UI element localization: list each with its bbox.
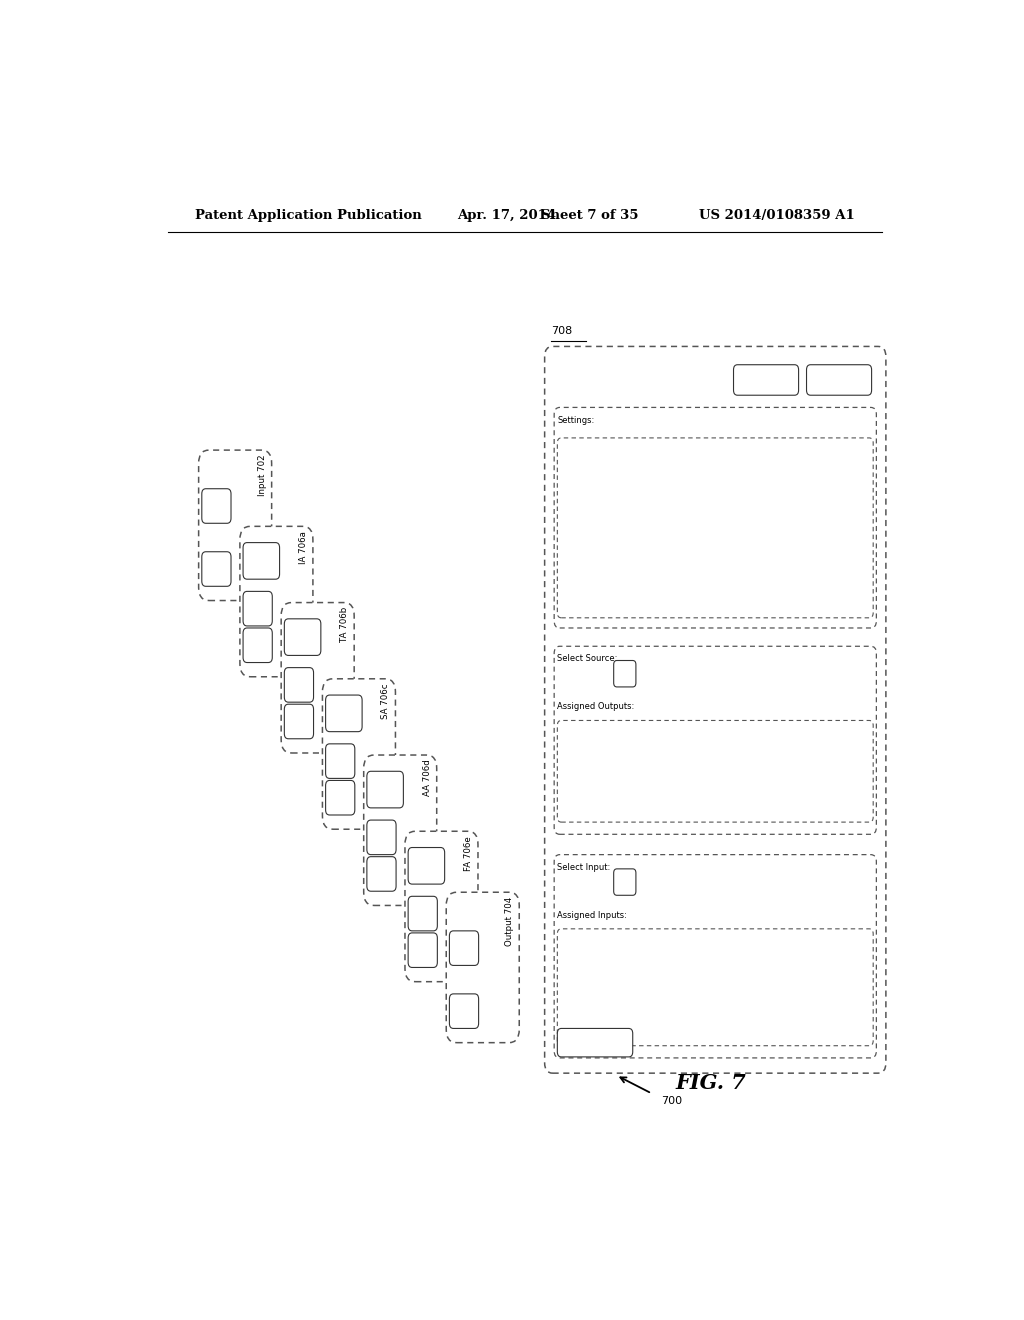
Text: Assigned Outputs:: Assigned Outputs: [557,702,635,711]
Text: Add: Add [213,562,219,576]
Text: Add: Add [337,791,343,804]
Text: IA 706a: IA 706a [299,531,308,564]
Text: Add: Add [461,1005,467,1018]
Text: ↕: ↕ [436,862,443,870]
FancyBboxPatch shape [240,527,313,677]
Text: Select Input:: Select Input: [557,863,610,871]
Text: FIG. 7: FIG. 7 [676,1073,746,1093]
Text: ↕: ↕ [353,709,360,718]
Text: Search Tags: Search Tags [572,1038,617,1047]
FancyBboxPatch shape [202,488,231,523]
FancyBboxPatch shape [554,647,877,834]
Text: Input 702: Input 702 [258,454,266,496]
Text: SA 706c: SA 706c [381,684,390,719]
Text: Name: Name [213,496,219,516]
Text: Name: Name [461,939,467,958]
Text: ↕: ↕ [395,785,401,795]
Text: Threshold: Threshold [256,544,262,577]
Text: Name: Name [255,599,261,619]
FancyBboxPatch shape [326,696,362,731]
FancyBboxPatch shape [613,660,636,686]
FancyBboxPatch shape [243,591,272,626]
FancyBboxPatch shape [202,552,231,586]
FancyBboxPatch shape [557,438,873,618]
Text: ↕: ↕ [622,669,629,678]
Text: Threshold: Threshold [339,697,345,730]
FancyBboxPatch shape [199,450,271,601]
Text: ↕: ↕ [312,632,319,642]
Text: Add: Add [379,867,384,880]
Text: Apr. 17, 2014: Apr. 17, 2014 [458,209,556,222]
Text: FA 706e: FA 706e [464,836,473,870]
FancyBboxPatch shape [285,619,321,656]
Text: TA 706b: TA 706b [340,607,349,643]
Text: Patent Application Publication: Patent Application Publication [196,209,422,222]
Text: ↕: ↕ [622,878,629,887]
Text: Name: Name [379,828,384,847]
FancyBboxPatch shape [326,744,354,779]
FancyBboxPatch shape [446,892,519,1043]
Text: Output 704: Output 704 [505,896,514,946]
FancyBboxPatch shape [367,820,396,854]
FancyBboxPatch shape [404,832,478,982]
FancyBboxPatch shape [733,364,799,395]
Text: US 2014/0108359 A1: US 2014/0108359 A1 [699,209,855,222]
Text: AA 706d: AA 706d [423,759,432,796]
FancyBboxPatch shape [557,1028,633,1057]
Text: Name: Name [337,751,343,771]
FancyBboxPatch shape [409,896,437,931]
FancyBboxPatch shape [326,780,354,814]
FancyBboxPatch shape [367,771,403,808]
FancyBboxPatch shape [545,346,886,1073]
FancyBboxPatch shape [367,857,396,891]
Text: Name: Name [296,675,302,694]
FancyBboxPatch shape [409,847,444,884]
FancyBboxPatch shape [282,602,354,752]
Text: Save Plan: Save Plan [746,375,785,384]
FancyBboxPatch shape [807,364,871,395]
FancyBboxPatch shape [285,668,313,702]
FancyBboxPatch shape [557,721,873,822]
Text: ↕: ↕ [271,557,278,565]
FancyBboxPatch shape [450,994,478,1028]
FancyBboxPatch shape [243,543,280,579]
Text: 708: 708 [551,326,572,337]
FancyBboxPatch shape [554,408,877,628]
Text: Cancel: Cancel [825,375,853,384]
FancyBboxPatch shape [323,678,395,829]
Text: Add: Add [420,944,426,957]
FancyBboxPatch shape [613,869,636,895]
Text: Threshold: Threshold [380,774,386,807]
Text: Settings:: Settings: [557,416,595,425]
Text: Add: Add [255,639,261,652]
Text: Assigned Inputs:: Assigned Inputs: [557,911,628,920]
FancyBboxPatch shape [557,929,873,1045]
FancyBboxPatch shape [243,628,272,663]
Text: Select Source:: Select Source: [557,655,617,664]
FancyBboxPatch shape [554,854,877,1057]
FancyBboxPatch shape [450,931,478,965]
Text: Add: Add [296,715,302,729]
FancyBboxPatch shape [285,704,313,739]
FancyBboxPatch shape [364,755,436,906]
Text: 700: 700 [662,1096,682,1106]
Text: Sheet 7 of 35: Sheet 7 of 35 [541,209,638,222]
Text: Threshold: Threshold [421,849,427,882]
Text: Name: Name [420,904,426,924]
FancyBboxPatch shape [409,933,437,968]
Text: Threshold: Threshold [297,620,303,653]
